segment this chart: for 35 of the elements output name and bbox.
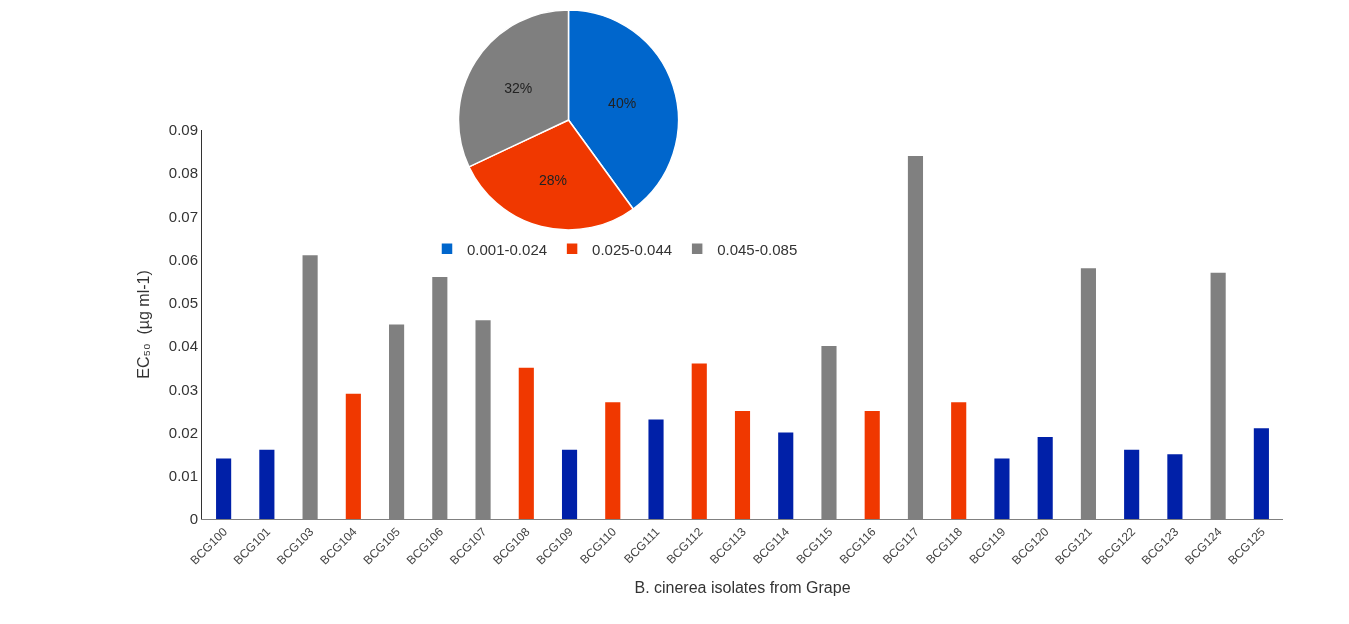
x-axis-title: B. cinerea isolates from Grape [634,579,851,597]
bar [1124,449,1140,519]
bar [518,367,534,519]
bar [951,402,967,519]
y-tick-label: 0.09 [168,121,198,139]
y-tick-label: 0.06 [168,250,198,268]
data-label: 32% [504,80,533,97]
y-tick-label: 0.04 [168,337,198,355]
bar [1253,428,1269,519]
bar [605,402,621,519]
legend-label: 0.001-0.024 [467,240,548,258]
legend-label: 0.045-0.085 [717,240,798,258]
bar [994,458,1010,519]
y-tick-label: 0.02 [168,423,198,441]
bar [1037,436,1053,519]
bar [1167,454,1183,519]
legend-label: 0.025-0.044 [592,240,673,258]
bar [734,410,751,519]
bar [864,410,880,519]
y-tick-label: 0 [189,510,198,528]
bar [259,449,275,519]
data-label: 28% [539,172,568,189]
data-label: 40% [608,94,637,111]
bar [561,449,578,519]
bar [216,458,232,519]
bar [648,419,664,519]
bar [691,363,707,519]
y-axis-title: EC₅₀ (µg ml-1) [134,270,152,379]
bar [345,393,361,519]
y-tick-label: 0.01 [168,467,198,485]
bar [778,432,794,519]
y-tick-label: 0.07 [168,207,198,225]
y-tick-label: 0.08 [168,164,198,182]
y-tick-label: 0.05 [168,294,198,312]
y-tick-label: 0.03 [168,380,198,398]
